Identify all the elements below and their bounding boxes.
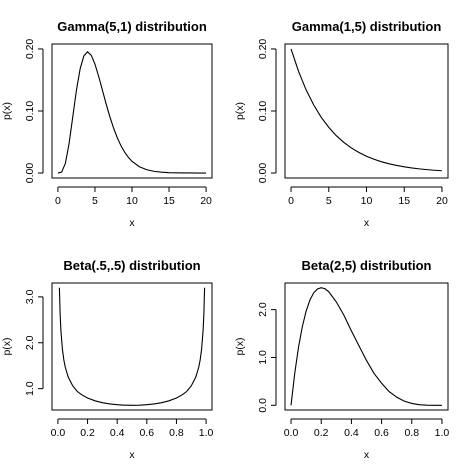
x-tick-label: 0.0 <box>284 427 299 439</box>
y-tick-label: 0.00 <box>24 163 36 184</box>
x-axis-label: x <box>364 217 370 229</box>
x-tick-label: 0.6 <box>140 427 155 439</box>
x-tick-label: 0.2 <box>80 427 95 439</box>
x-tick-label: 10 <box>126 195 138 207</box>
y-tick-label: 0.00 <box>257 163 269 184</box>
x-tick-label: 0.4 <box>110 427 125 439</box>
chart-title: Beta(.5,.5) distribution <box>63 258 200 273</box>
density-curve <box>290 48 442 172</box>
y-tick-label: 0.0 <box>257 398 269 413</box>
x-tick-label: 10 <box>361 195 373 207</box>
y-tick-label: 0.20 <box>257 39 269 60</box>
plot-frame <box>284 43 449 179</box>
x-tick-label: 1.0 <box>199 427 214 439</box>
x-tick-label: 0.4 <box>344 427 359 439</box>
x-tick-label: 20 <box>200 195 212 207</box>
plot-frame <box>51 43 213 179</box>
x-tick-label: 20 <box>436 195 448 207</box>
chart-panel-4: Beta(2,5) distribution 0.0 0.2 0.4 0.6 0.8 1.0… <box>234 258 449 461</box>
y-tick-label: 0.10 <box>24 101 36 122</box>
y-tick-label: 0.10 <box>257 101 269 122</box>
y-tick-label: 2.0 <box>257 302 269 317</box>
x-tick-label: 0.6 <box>374 427 389 439</box>
chart-panel-2: Gamma(1,5) distribution 0 5 10 15 20 x 0.00 0.10… <box>234 19 449 229</box>
y-tick-label: 1.0 <box>257 350 269 365</box>
y-axis-label: p(x) <box>234 337 246 355</box>
y-axis-label: p(x) <box>234 102 246 120</box>
x-tick-label: 0.0 <box>51 427 66 439</box>
chart-title: Gamma(5,1) distribution <box>57 19 207 34</box>
chart-title: Gamma(1,5) distribution <box>292 19 442 34</box>
y-tick-label: 0.20 <box>24 39 36 60</box>
chart-panel-3: Beta(.5,.5) distribution 0.0 0.2 0.4 0.6 0.8 1… <box>1 258 214 461</box>
x-axis-label: x <box>364 449 370 461</box>
x-tick-label: 0.2 <box>314 427 329 439</box>
x-axis-label: x <box>129 217 135 229</box>
x-tick-label: 15 <box>398 195 410 207</box>
y-tick-label: 3.0 <box>24 289 36 304</box>
density-curve <box>290 287 442 406</box>
chart-panel-1: Gamma(5,1) distribution 0 5 10 15 20 x 0.00 0.10… <box>1 19 213 229</box>
y-tick-label: 1.0 <box>24 381 36 396</box>
density-curve <box>57 51 207 174</box>
x-tick-label: 5 <box>92 195 98 207</box>
y-tick-label: 2.0 <box>24 335 36 350</box>
density-curve <box>58 287 206 406</box>
x-tick-label: 0 <box>288 195 294 207</box>
x-tick-label: 15 <box>163 195 175 207</box>
plot-frame <box>51 282 213 411</box>
x-tick-label: 1.0 <box>435 427 450 439</box>
plot-frame <box>284 282 449 411</box>
x-axis-label: x <box>129 449 135 461</box>
x-tick-label: 0 <box>55 195 61 207</box>
y-axis-label: p(x) <box>1 102 13 120</box>
y-axis-label: p(x) <box>1 337 13 355</box>
x-tick-label: 0.8 <box>404 427 419 439</box>
chart-title: Beta(2,5) distribution <box>301 258 431 273</box>
x-tick-label: 5 <box>326 195 332 207</box>
x-tick-label: 0.8 <box>169 427 184 439</box>
